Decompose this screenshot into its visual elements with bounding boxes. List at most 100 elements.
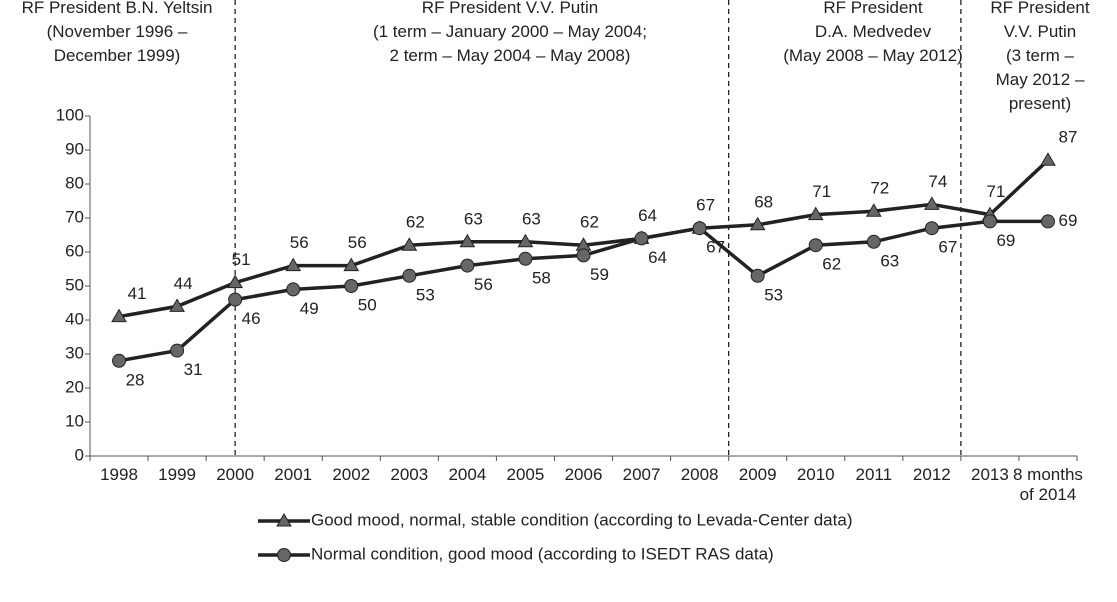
marker [285,257,302,272]
y-tick-label: 90 [65,139,84,158]
marker [576,248,591,263]
y-tick-label: 80 [65,173,84,192]
y-tick-label: 50 [65,275,84,294]
annotation-line: RF President V.V. Putin [421,0,599,17]
legend-label: Good mood, normal, stable condition (acc… [311,510,852,529]
marker [343,257,360,272]
x-tick-label: 2002 [332,465,371,484]
marker [982,214,997,229]
annotation-line: D.A. Medvedev [814,22,932,41]
y-tick-label: 100 [56,105,84,124]
legend-marker [276,513,292,527]
x-tick-label: 2010 [796,465,835,484]
data-label: 87 [1059,128,1078,147]
marker [807,206,824,221]
y-tick-label: 30 [65,343,84,362]
annotation-line: (3 term – [1005,46,1075,65]
data-label: 50 [358,295,377,314]
x-tick-label: 2013 [970,465,1009,484]
x-tick-label: 1998 [100,465,138,484]
annotation-line: (May 2008 – May 2012) [783,46,963,65]
x-tick-label: 1999 [158,465,196,484]
marker [923,196,940,210]
data-label: 62 [580,213,599,232]
marker [459,233,476,248]
data-label: 63 [522,209,541,228]
marker [750,268,765,283]
marker [169,298,185,312]
data-label: 44 [174,274,193,293]
marker [286,282,301,297]
data-label: 28 [126,370,145,389]
data-label: 69 [1059,211,1078,230]
marker [460,258,475,273]
x-tick-label: 2011 [855,465,893,484]
x-tick-label: 2007 [622,465,661,484]
data-label: 51 [232,250,251,269]
y-tick-label: 20 [65,377,84,396]
data-label: 67 [696,196,715,215]
marker [749,216,766,231]
data-label: 46 [242,309,261,328]
data-label: 63 [880,251,899,270]
marker [112,353,127,368]
marker [401,237,418,251]
marker [1040,152,1056,166]
data-label: 72 [870,179,889,198]
marker [227,274,244,289]
annotation-line: RF President [823,0,923,17]
y-tick-label: 40 [65,309,84,328]
data-label: 74 [928,172,947,191]
marker [402,268,417,283]
data-label: 68 [754,192,773,211]
annotation-line: present) [1008,94,1072,113]
annotation-line: December 1999) [53,46,181,65]
x-tick-label: 2006 [564,465,603,484]
data-label: 49 [300,299,319,318]
data-label: 64 [638,206,657,225]
marker [228,292,243,307]
annotation: RF President D.A. Medvedev (May 2008 – May… [673,0,1073,68]
marker [170,343,185,358]
data-label: 58 [532,268,551,287]
data-label: 53 [416,285,435,304]
annotation-line: May 2012 – [995,70,1085,89]
marker [866,234,881,249]
marker [692,221,707,236]
annotation: RF President V.V. Putin (1 term – January… [310,0,710,68]
data-label: 59 [590,265,609,284]
legend-label: Normal condition, good mood (according t… [311,544,774,563]
data-label: 71 [986,182,1005,201]
annotation: RF President B.N. Yeltsin (November 1996 … [0,0,317,68]
annotation-line: 2 term – May 2004 – May 2008) [389,46,631,65]
annotation-line: V.V. Putin [1003,22,1077,41]
marker [517,233,534,248]
marker [924,221,939,236]
data-label: 53 [764,285,783,304]
data-label: 56 [474,275,493,294]
marker [111,308,127,323]
marker [865,203,882,217]
data-label: 67 [938,238,957,257]
data-label: 41 [128,284,147,303]
data-label: 71 [812,182,831,201]
annotation-line: RF President [990,0,1090,17]
marker [808,238,823,253]
data-label: 56 [290,233,309,252]
data-label: 62 [406,213,425,232]
data-label: 64 [648,248,667,267]
y-tick-label: 60 [65,241,84,260]
annotation: RF President V.V. Putin (3 term – May 2012 … [840,0,1117,116]
y-tick-label: 70 [65,207,84,226]
x-tick-label: 2012 [912,465,951,484]
marker [1040,214,1055,229]
x-tick-label: 2009 [738,465,777,484]
x-tick-label: 8 months of 2014 [1013,465,1083,504]
data-label: 69 [996,231,1015,250]
data-label: 62 [822,255,841,274]
y-tick-label: 0 [75,445,84,464]
x-tick-label: 2008 [680,465,719,484]
data-label: 63 [464,209,483,228]
data-label: 31 [184,360,203,379]
